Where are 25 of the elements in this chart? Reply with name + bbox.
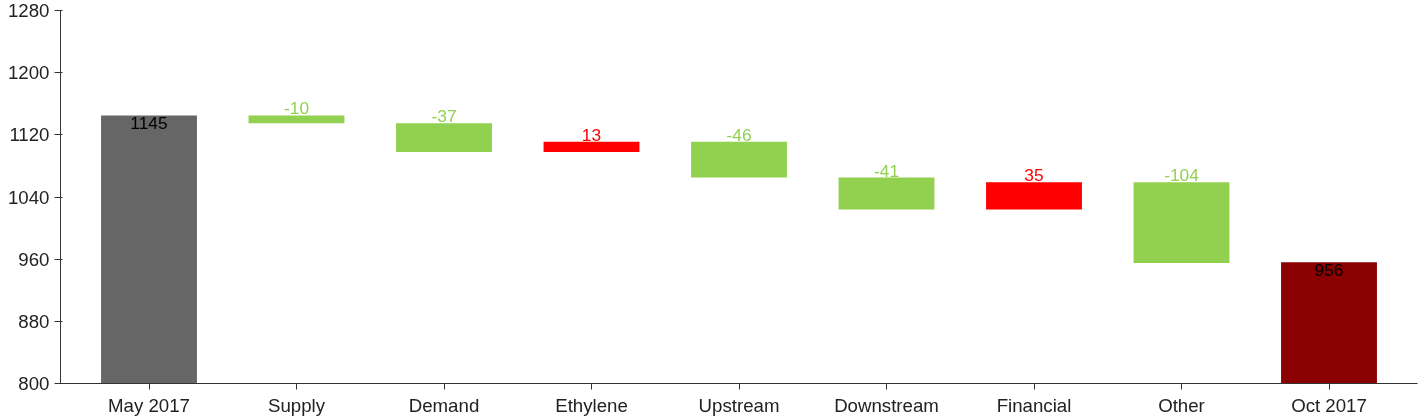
y-tick-label: 960 <box>18 248 50 270</box>
data-label: 13 <box>581 124 602 145</box>
data-label: 956 <box>1314 260 1344 281</box>
data-label: 35 <box>1024 165 1044 186</box>
data-label: -46 <box>726 124 752 145</box>
data-label: -37 <box>431 106 457 127</box>
x-tick-label: May 2017 <box>108 394 190 416</box>
x-tick-label: Oct 2017 <box>1291 394 1367 416</box>
y-tick-label: 880 <box>18 310 50 332</box>
y-tick-label: 1280 <box>8 0 50 21</box>
data-label: -10 <box>283 98 310 119</box>
data-label: 1145 <box>130 113 168 134</box>
x-tick-label: Upstream <box>698 394 780 416</box>
y-tick-label: 800 <box>18 373 50 394</box>
y-tick-label: 1120 <box>9 124 50 146</box>
data-label: -41 <box>873 160 900 181</box>
x-tick-label: Financial <box>996 394 1072 416</box>
x-tick-label: Supply <box>267 394 326 416</box>
x-tick-label: Other <box>1158 394 1205 416</box>
data-label: -104 <box>1164 165 1200 186</box>
x-tick-label: Demand <box>408 394 480 416</box>
x-tick-label: Ethylene <box>555 394 628 416</box>
x-tick-label: Downstream <box>834 394 939 416</box>
y-tick-label: 1040 <box>8 186 50 208</box>
y-tick-label: 1200 <box>8 62 50 84</box>
